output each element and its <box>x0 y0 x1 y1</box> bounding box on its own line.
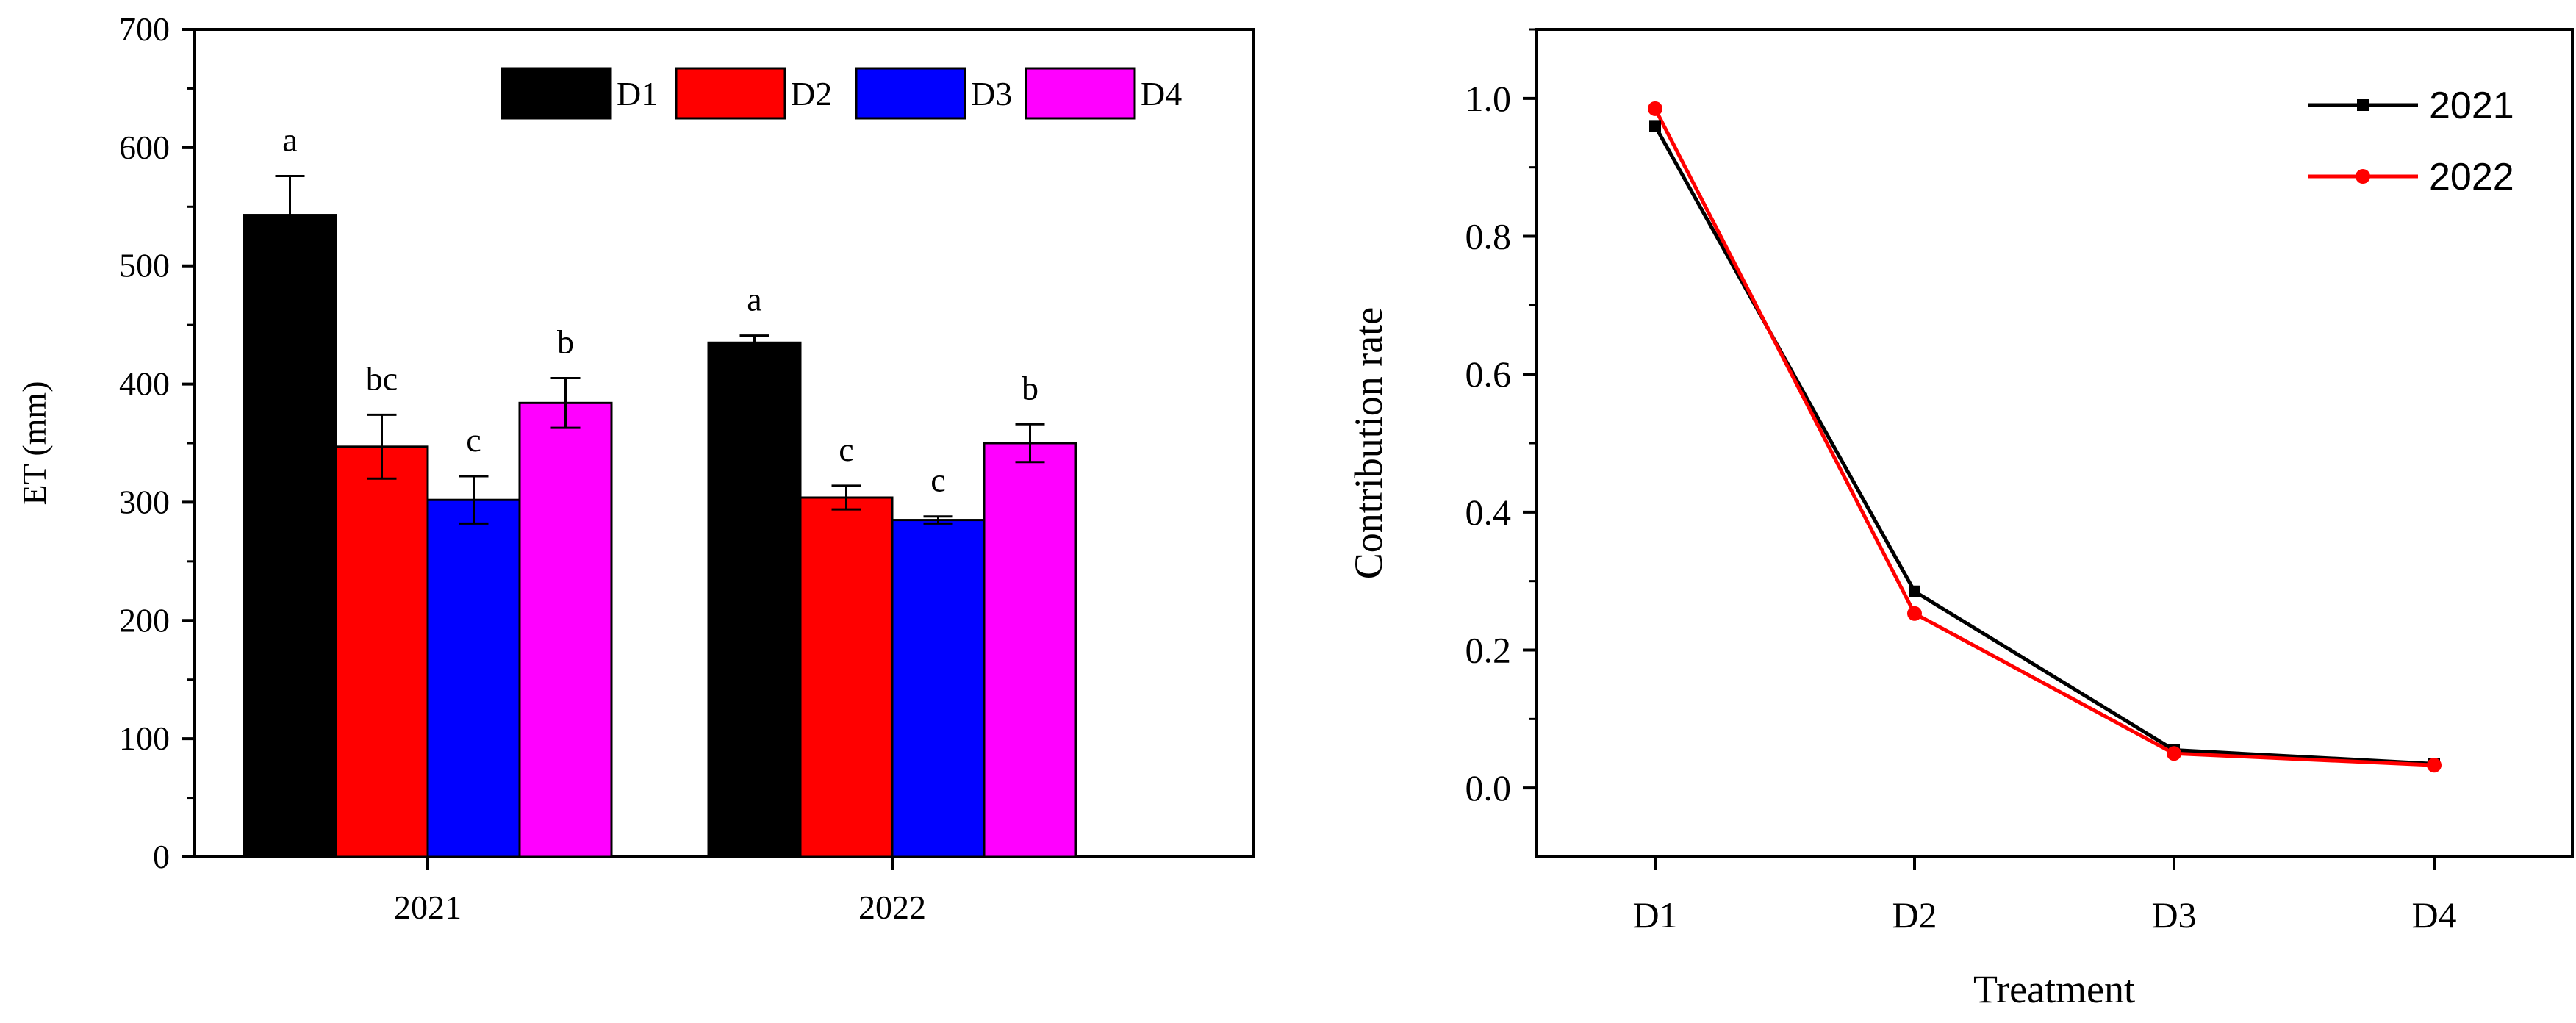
legend-item-d2: D2 <box>675 67 832 120</box>
legend-item-d3: D3 <box>855 67 1012 120</box>
x-tick-label: D4 <box>2411 894 2456 936</box>
legend-swatch <box>501 67 612 120</box>
line-chart-axes: D1 D2 D3 D4 0.0 0.2 0.4 0.6 0.8 1.0 <box>1465 28 2457 936</box>
y-tick-label: 0.0 <box>1465 767 1512 808</box>
line-chart-legend: 2021 2022 <box>2308 85 2514 198</box>
y-tick-label: 600 <box>119 129 170 166</box>
bar-chart-y-axis-label: ET (mm) <box>15 381 53 505</box>
bar-d1-2022 <box>707 341 802 858</box>
significance-letter: b <box>557 323 574 361</box>
y-tick-label: 0.6 <box>1465 353 1512 395</box>
significance-letter: bc <box>366 359 398 397</box>
legend-label: 2022 <box>2429 156 2514 198</box>
y-tick-label: 1.0 <box>1465 78 1512 119</box>
y-tick-label: 0 <box>153 838 170 875</box>
y-tick-label: 700 <box>119 10 170 48</box>
significance-letter: c <box>930 462 945 499</box>
bar-d3-2022 <box>891 519 986 858</box>
line-chart-y-axis-label: Contribution rate <box>1346 307 1391 579</box>
bar-d2-2022 <box>799 496 894 858</box>
x-tick-label: D2 <box>1892 894 1937 936</box>
line-chart-frame <box>1535 28 2574 858</box>
legend-swatch <box>855 67 966 120</box>
error-bar-d4-2021 <box>550 377 581 429</box>
bar-d1-2021 <box>243 214 337 858</box>
y-tick-label: 0.2 <box>1465 630 1512 671</box>
et-bar-chart: a bc c b a c c b 2021 2022 0 100 200 300 400 500 600 700… <box>15 10 1255 926</box>
bar-d4-2022 <box>983 442 1077 858</box>
y-tick-label: 400 <box>119 365 170 403</box>
point-2021-D2 <box>1909 585 1920 597</box>
y-tick-label: 100 <box>119 719 170 757</box>
legend-item-d1: D1 <box>501 67 658 120</box>
y-tick-label: 0.4 <box>1465 492 1512 533</box>
error-bar-d4-2022 <box>1015 423 1045 464</box>
point-2022-D2 <box>1907 606 1922 621</box>
error-bar-d3-2021 <box>459 475 489 525</box>
significance-letter: b <box>1022 369 1038 406</box>
legend-swatch <box>1025 67 1136 120</box>
error-bar-d1-2021 <box>275 174 305 256</box>
bar-chart-legend: D1 D2 D3 D4 <box>501 67 1182 120</box>
point-2022-D3 <box>2167 746 2181 761</box>
significance-letter: a <box>747 281 761 318</box>
point-2021-D1 <box>1649 120 1661 132</box>
legend-item-2022: 2022 <box>2308 156 2514 198</box>
legend-label: 2021 <box>2429 85 2514 127</box>
legend-marker <box>2357 99 2369 111</box>
significance-letter: a <box>282 121 297 158</box>
error-bar-d2-2022 <box>831 484 861 511</box>
contribution-line-chart: D1 D2 D3 D4 0.0 0.2 0.4 0.6 0.8 1.0 2021 2022 Cont… <box>1346 28 2574 1011</box>
bar-d3-2021 <box>426 498 521 858</box>
x-tick-label: 2021 <box>394 889 462 926</box>
legend-marker <box>2356 169 2370 184</box>
significance-letter: c <box>839 431 853 468</box>
line-series-2021 <box>1653 125 2435 766</box>
bar-d2-2021 <box>334 445 429 858</box>
bar-series-group: a bc c b a c c b <box>243 121 1077 858</box>
error-bar-d2-2021 <box>367 413 397 480</box>
legend-label: D2 <box>791 75 832 112</box>
legend-label: D3 <box>971 75 1012 112</box>
point-2022-D1 <box>1648 101 1662 116</box>
legend-label: D1 <box>617 75 658 112</box>
line-series-group <box>1648 101 2442 773</box>
legend-item-d4: D4 <box>1025 67 1182 120</box>
y-tick-label: 200 <box>119 601 170 639</box>
y-tick-label: 0.8 <box>1465 216 1512 257</box>
x-tick-label: D3 <box>2151 894 2196 936</box>
bar-d4-2021 <box>518 401 613 858</box>
legend-item-2021: 2021 <box>2308 85 2514 127</box>
significance-letter: c <box>466 421 481 459</box>
line-series-2022 <box>1653 107 2435 767</box>
error-bar-d1-2022 <box>739 334 769 351</box>
legend-swatch <box>675 67 786 120</box>
x-tick-label: 2022 <box>858 889 926 926</box>
error-bar-d3-2022 <box>923 515 953 525</box>
y-tick-label: 500 <box>119 247 170 284</box>
bar-chart-axes: 2021 2022 0 100 200 300 400 500 600 700 <box>119 10 926 926</box>
line-chart-x-axis-label: Treatment <box>1973 967 2135 1011</box>
y-tick-label: 300 <box>119 483 170 520</box>
legend-label: D4 <box>1141 75 1182 112</box>
point-2022-D4 <box>2427 758 2442 773</box>
x-tick-label: D1 <box>1632 894 1677 936</box>
